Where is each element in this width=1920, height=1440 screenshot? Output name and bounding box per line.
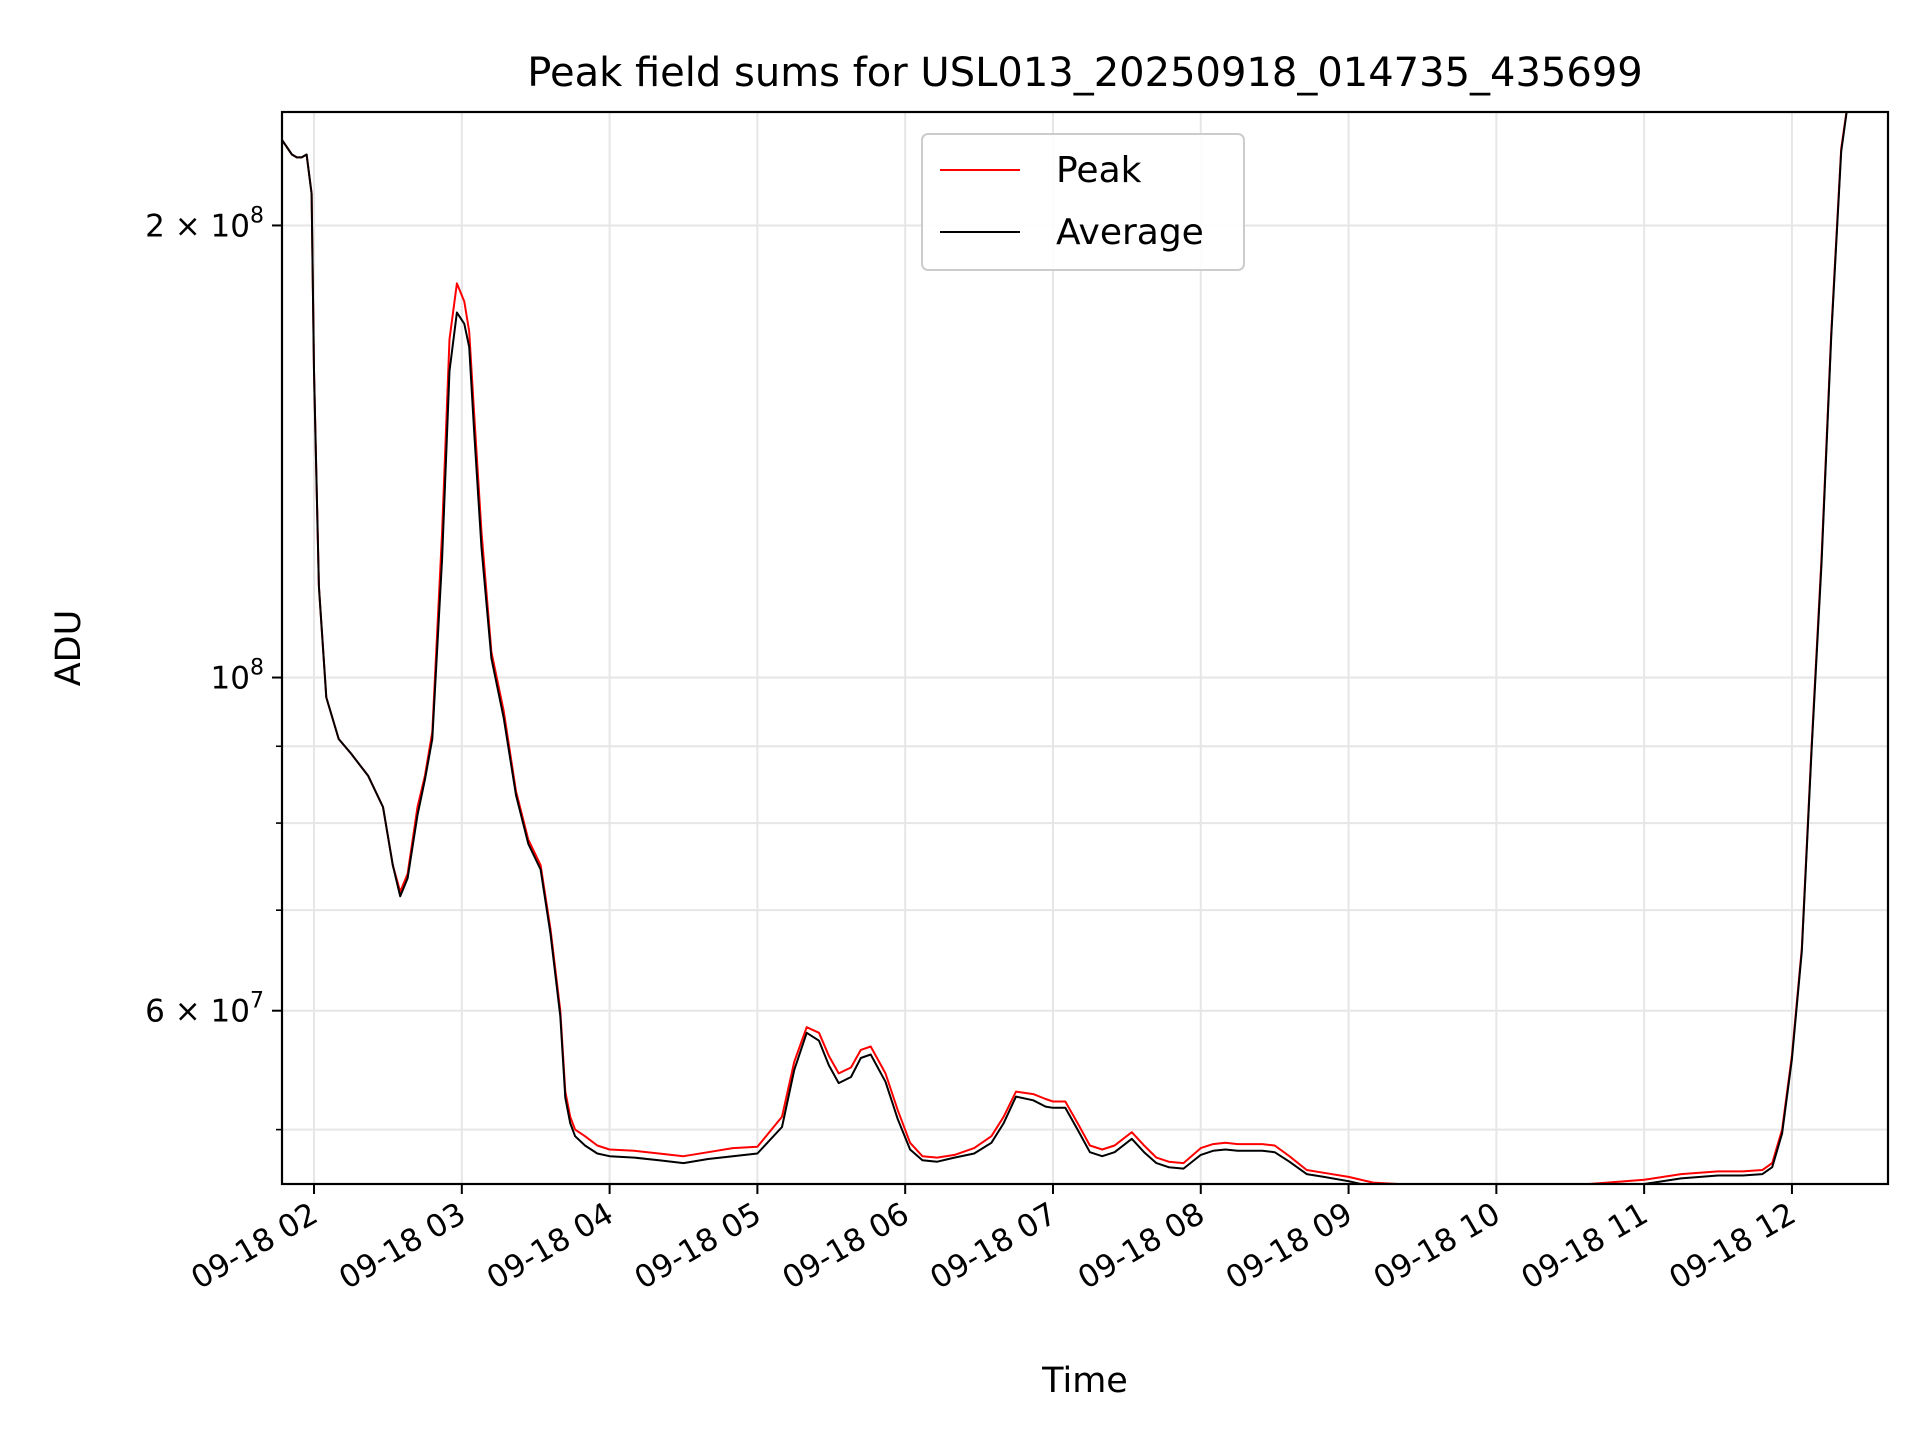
axes-frame (280, 110, 1890, 1186)
y-tick-label: 2 × 108 (145, 203, 264, 244)
legend-label-average: Average (1056, 212, 1204, 253)
chart-title: Peak field sums for USL013_20250918_0147… (527, 50, 1642, 96)
y-axis: 6 × 107 108 2 × 108 (145, 203, 282, 1131)
y-tick-label: 108 (211, 656, 264, 697)
x-axis-label: Time (1041, 1361, 1128, 1401)
y-axis-label: ADU (49, 610, 89, 687)
series-line-peak (282, 112, 1848, 1184)
series-group (282, 112, 1848, 1184)
legend-label-peak: Peak (1056, 150, 1142, 191)
y-tick-label: 6 × 107 (145, 989, 264, 1030)
series-line-average (282, 112, 1848, 1184)
legend-box (921, 133, 1245, 271)
grid (282, 112, 1888, 1184)
legend: Peak Average (921, 133, 1245, 271)
plot-area (282, 112, 1848, 1184)
